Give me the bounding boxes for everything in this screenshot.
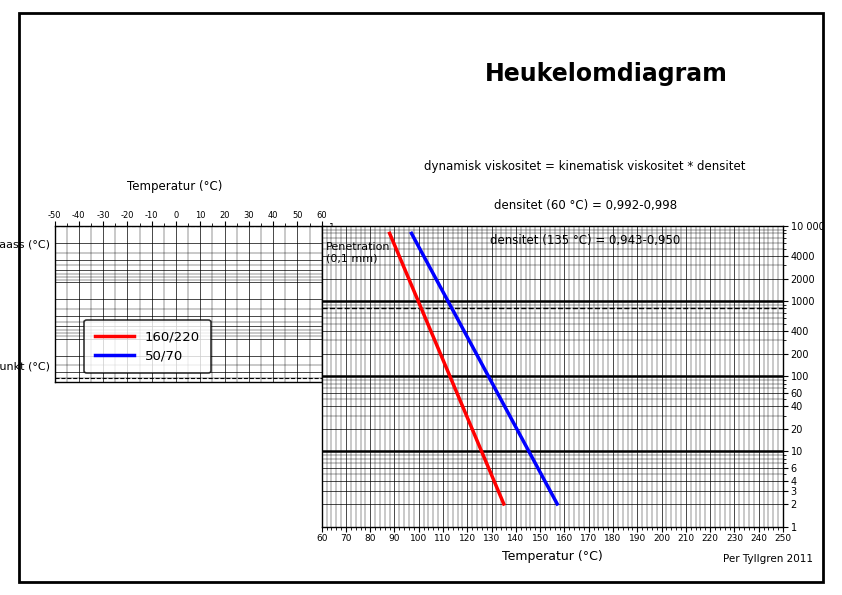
X-axis label: Temperatur (°C): Temperatur (°C) xyxy=(502,550,603,563)
Text: dynamisk viskositet = kinematisk viskositet * densitet: dynamisk viskositet = kinematisk viskosi… xyxy=(424,160,746,173)
Text: Fraass (°C): Fraass (°C) xyxy=(0,240,51,250)
Legend: 160/220, 50/70: 160/220, 50/70 xyxy=(84,320,210,374)
Text: Penetration
(0,1 mm): Penetration (0,1 mm) xyxy=(326,242,391,264)
Text: densitet (135 °C) = 0,943-0,950: densitet (135 °C) = 0,943-0,950 xyxy=(490,234,680,248)
Text: Per Tyllgren 2011: Per Tyllgren 2011 xyxy=(722,554,813,564)
Text: densitet (60 °C) = 0,992-0,998: densitet (60 °C) = 0,992-0,998 xyxy=(493,199,677,212)
Text: Mjukpunkt (°C): Mjukpunkt (°C) xyxy=(0,362,51,372)
Text: Temperatur (°C): Temperatur (°C) xyxy=(127,180,222,193)
Text: Heukelomdiagram: Heukelomdiagram xyxy=(485,62,727,86)
